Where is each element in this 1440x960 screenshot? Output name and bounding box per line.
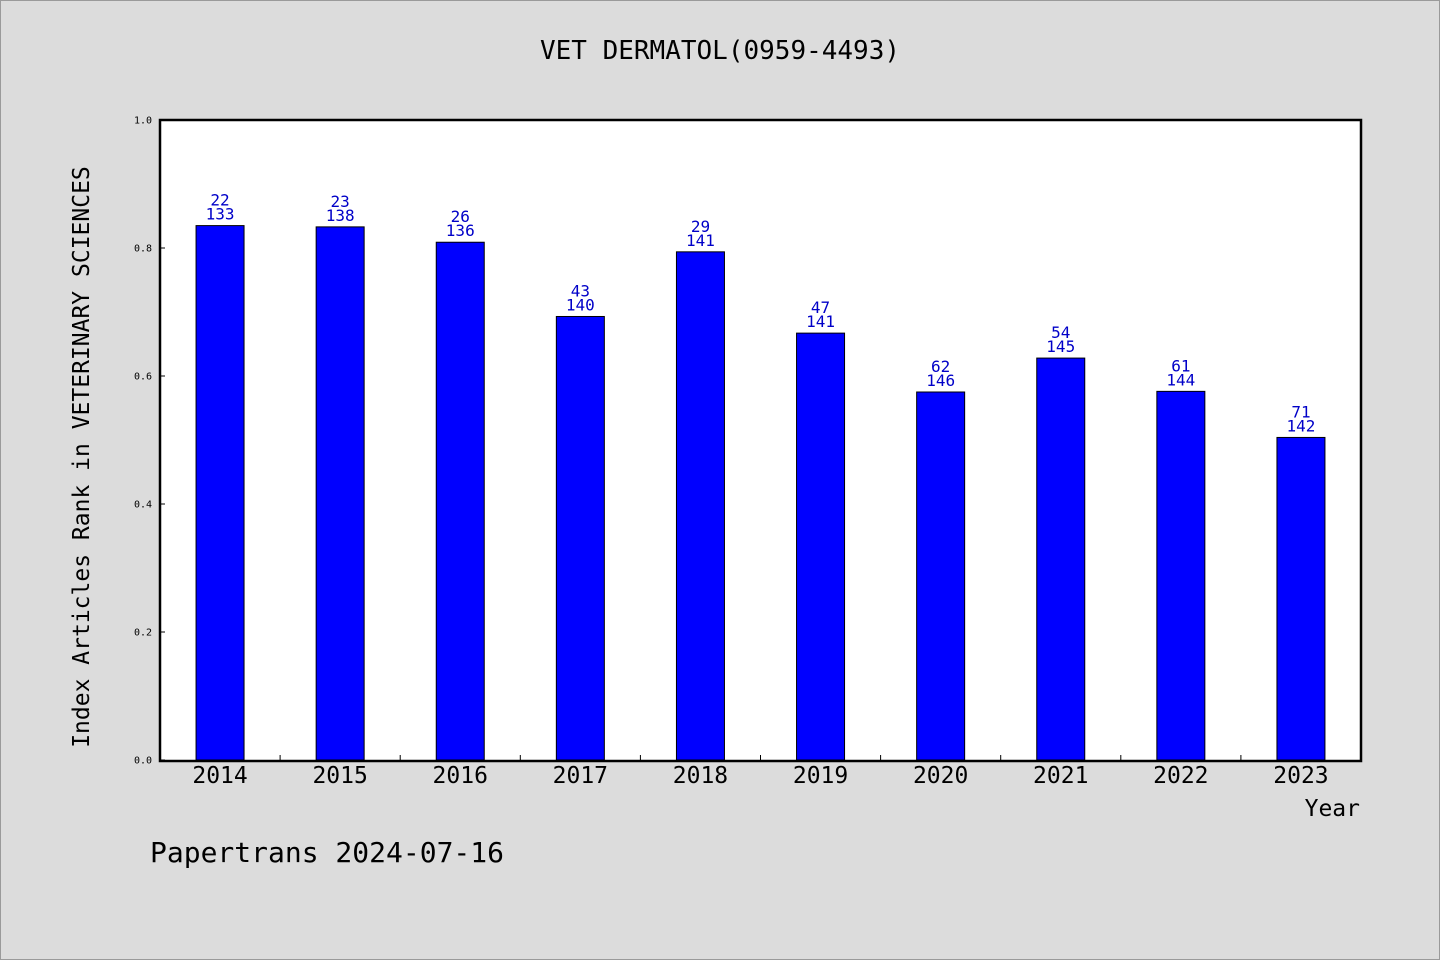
bar-2023 bbox=[1276, 436, 1326, 761]
x-tick-label: 2016 bbox=[433, 763, 488, 789]
x-tick-label: 2018 bbox=[673, 763, 728, 789]
total-label: 140 bbox=[566, 295, 595, 314]
rank-label: 29 bbox=[691, 217, 710, 236]
rank-label: 23 bbox=[331, 192, 350, 211]
rank-label: 62 bbox=[931, 357, 950, 376]
bar-2016 bbox=[435, 241, 485, 761]
bar-2015 bbox=[315, 226, 365, 761]
y-tick-label: 0.6 bbox=[134, 372, 152, 383]
y-tick-label: 0.8 bbox=[134, 244, 152, 255]
x-tick-label: 2021 bbox=[1033, 763, 1088, 789]
bar-2014 bbox=[195, 225, 245, 761]
footer-credit: Papertrans 2024-07-16 bbox=[150, 836, 505, 869]
y-tick-label: 0.4 bbox=[134, 500, 152, 511]
total-label: 145 bbox=[1046, 337, 1075, 356]
bar-2018 bbox=[675, 251, 725, 761]
rank-label: 71 bbox=[1291, 402, 1310, 421]
total-label: 136 bbox=[446, 221, 475, 240]
bar-2019 bbox=[796, 332, 846, 761]
x-tick-label: 2015 bbox=[312, 763, 367, 789]
x-tick-label: 2019 bbox=[793, 763, 848, 789]
bar-2017 bbox=[555, 315, 605, 761]
chart-title: VET DERMATOL(0959-4493) bbox=[539, 36, 901, 66]
x-tick-label: 2022 bbox=[1153, 763, 1208, 789]
y-tick-label: 1.0 bbox=[134, 116, 152, 127]
total-label: 133 bbox=[206, 205, 235, 224]
y-axis: 0.0 0.2 0.4 0.6 0.8 1.0 bbox=[134, 116, 165, 767]
x-axis-label: Year bbox=[1304, 796, 1360, 822]
total-label: 142 bbox=[1286, 416, 1315, 435]
x-tick-label: 2017 bbox=[553, 763, 608, 789]
rank-label: 43 bbox=[571, 281, 590, 300]
total-label: 141 bbox=[686, 231, 715, 250]
bar-2020 bbox=[916, 391, 966, 761]
rank-label: 47 bbox=[811, 298, 830, 317]
rank-label: 54 bbox=[1051, 323, 1070, 342]
rank-label: 26 bbox=[451, 207, 470, 226]
x-tick-label: 2023 bbox=[1273, 763, 1328, 789]
x-tick-label: 2020 bbox=[913, 763, 968, 789]
total-label: 146 bbox=[926, 371, 955, 390]
bars bbox=[195, 225, 1326, 761]
y-tick-label: 0.0 bbox=[134, 756, 152, 767]
y-tick-label: 0.2 bbox=[134, 628, 152, 639]
rank-label: 61 bbox=[1171, 356, 1190, 375]
x-axis: 2014 2015 2016 2017 2018 2019 2020 2021 2022 2023 bbox=[192, 755, 1329, 789]
x-tick-label: 2014 bbox=[192, 763, 247, 789]
bar-2022 bbox=[1156, 390, 1206, 761]
rank-label: 22 bbox=[210, 191, 229, 210]
total-label: 141 bbox=[806, 312, 835, 331]
total-label: 138 bbox=[326, 206, 355, 225]
total-label: 144 bbox=[1166, 370, 1195, 389]
bar-2021 bbox=[1036, 357, 1086, 761]
